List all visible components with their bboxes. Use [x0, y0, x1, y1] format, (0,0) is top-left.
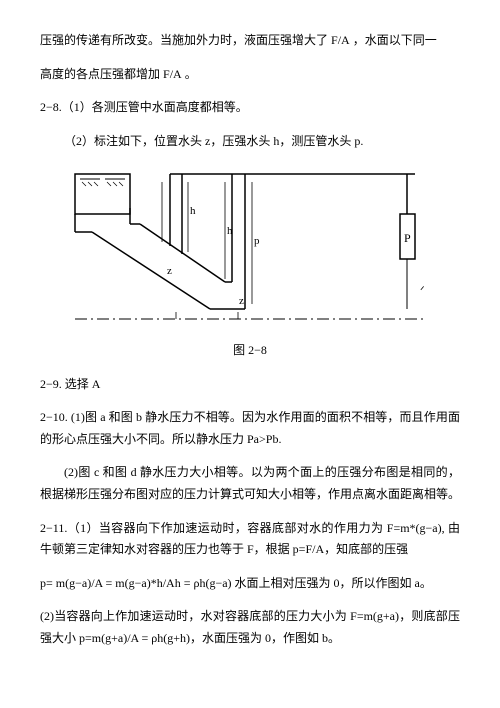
- paragraph-9: (2)当容器向上作加速运动时，水对容器底部的压力大小为 F=m(g+a)，则底部…: [40, 606, 460, 649]
- paragraph-4: （2）标注如下，位置水头 z，压强水头 h，测压管水头 p.: [40, 131, 460, 153]
- paragraph-8-formula: p= m(g−a)/A = m(g−a)*h/Ah = ρh(g−a) 水面上相…: [40, 573, 460, 595]
- paragraph-1: 压强的传递有所改变。当施加外力时，液面压强增大了 F/A ，水面以下同一: [40, 30, 460, 52]
- label-z1: z: [167, 265, 172, 277]
- paragraph-3: 2−8.（1）各测压管中水面高度都相等。: [40, 97, 460, 119]
- label-p: p: [254, 235, 260, 247]
- formula: F/A: [163, 67, 182, 81]
- figure-caption: 图 2−8: [40, 340, 460, 362]
- paragraph-7: (2)图 c 和图 d 静水压力大小相等。以为两个面上的压强分布图是相同的，根据…: [40, 462, 460, 505]
- label-slash: ᐟ: [420, 285, 425, 297]
- diagram-svg: h z h p z P ᐟ: [70, 164, 430, 324]
- figure-2-8: h z h p z P ᐟ: [70, 164, 460, 332]
- label-h1: h: [190, 205, 196, 217]
- paragraph-2: 高度的各点压强都增加 F/A 。: [40, 64, 460, 86]
- paragraph-6: 2−10. (1)图 a 和图 b 静水压力不相等。因为水作用面的面积不相等，而…: [40, 407, 460, 450]
- text: ，水面以下同一: [353, 33, 437, 47]
- formula: F/A: [331, 33, 350, 47]
- label-z2: z: [239, 295, 244, 307]
- text: 高度的各点压强都增加: [40, 67, 163, 81]
- paragraph-8a: 2−11.（1）当容器向下作加速运动时，容器底部对水的作用力为 F=m*(g−a…: [40, 518, 460, 561]
- label-h2: h: [227, 225, 233, 237]
- label-P-gauge: P: [404, 231, 411, 245]
- text: 。: [185, 67, 197, 81]
- text: 压强的传递有所改变。当施加外力时，液面压强增大了: [40, 33, 331, 47]
- paragraph-5: 2−9. 选择 A: [40, 374, 460, 396]
